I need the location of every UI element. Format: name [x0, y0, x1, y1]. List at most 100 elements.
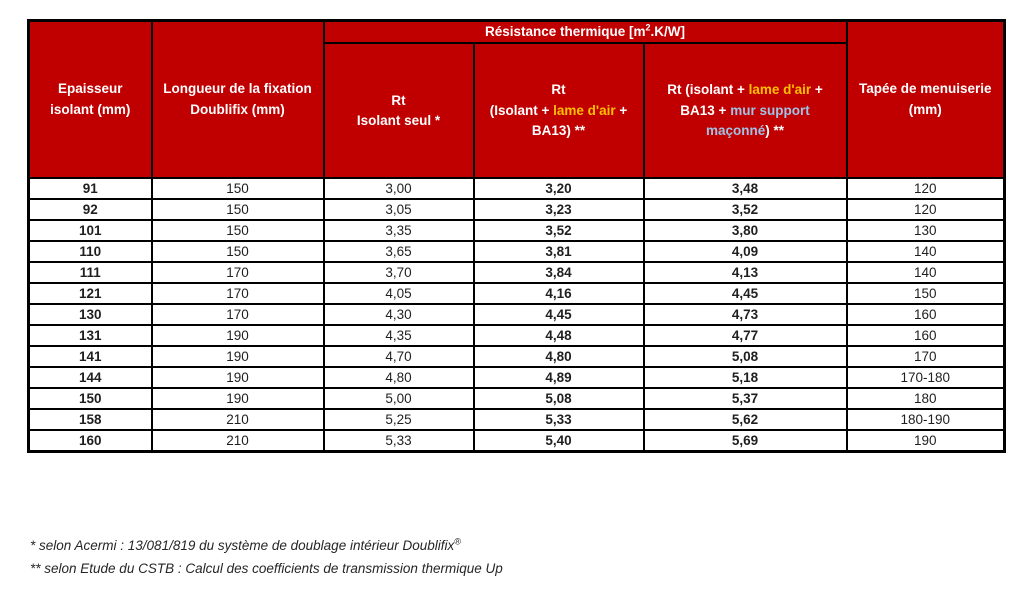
col-header-longueur-fixation: Longueur de la fixation Doublifix (mm)	[150, 19, 325, 180]
cell-rt-isolant-seul: 4,80	[322, 366, 475, 390]
col-header-rt-mur-maconne: Rt (isolant + lame d'air + BA13 + mur su…	[642, 42, 848, 180]
resistance-header-superscript: 2	[645, 22, 651, 33]
cell-rt-isolant-lame-ba13: 5,40	[472, 429, 645, 453]
table-row: 150 190 5,00 5,08 5,37 180	[27, 387, 1006, 411]
footnotes: * selon Acermi : 13/081/819 du système d…	[30, 536, 503, 584]
header-text-white: Rt (isolant +	[667, 82, 749, 98]
cell-epaisseur-isolant: 160	[27, 429, 153, 453]
table-row: 111 170 3,70 3,84 4,13 140	[27, 261, 1006, 285]
resistance-header-text: Résistance thermique [m	[484, 24, 646, 39]
cell-rt-isolant-seul: 3,05	[322, 198, 475, 222]
registered-trademark-symbol: ®	[454, 536, 461, 547]
cell-epaisseur-isolant: 144	[27, 366, 153, 390]
cell-rt-isolant-lame-ba13: 5,08	[472, 387, 645, 411]
header-text-white: (Isolant +	[489, 102, 554, 118]
thermal-resistance-table: Epaisseur isolant (mm) Longueur de la fi…	[27, 19, 1007, 453]
header-text-white: ) **	[765, 122, 785, 138]
cell-rt-isolant-seul: 3,00	[322, 177, 475, 201]
cell-rt-isolant-lame-ba13: 3,81	[472, 240, 645, 264]
cell-rt-mur-maconne: 3,80	[642, 219, 848, 243]
cell-longueur-fixation: 210	[150, 429, 325, 453]
cell-longueur-fixation: 150	[150, 240, 325, 264]
cell-epaisseur-isolant: 131	[27, 324, 153, 348]
col-header-epaisseur-isolant: Epaisseur isolant (mm)	[27, 19, 153, 180]
cell-rt-isolant-seul: 3,70	[322, 261, 475, 285]
cell-rt-mur-maconne: 5,37	[642, 387, 848, 411]
cell-rt-isolant-lame-ba13: 3,23	[472, 198, 645, 222]
table-row: 92 150 3,05 3,23 3,52 120	[27, 198, 1006, 222]
table-row: 121 170 4,05 4,16 4,45 150	[27, 282, 1006, 306]
footnote-text: * selon Acermi : 13/081/819 du système d…	[30, 538, 455, 553]
footnote-text: ** selon Etude du CSTB : Calcul des coef…	[30, 560, 503, 576]
cell-epaisseur-isolant: 141	[27, 345, 153, 369]
header-line: Rt (isolant + lame d'air +	[647, 80, 844, 100]
table-row: 144 190 4,80 4,89 5,18 170-180	[27, 366, 1006, 390]
table-row: 110 150 3,65 3,81 4,09 140	[27, 240, 1006, 264]
cell-longueur-fixation: 190	[150, 324, 325, 348]
resistance-header-text: .K/W]	[650, 24, 686, 39]
header-line: Longueur de la fixation	[163, 81, 312, 97]
header-text-orange: lame d'air	[553, 102, 616, 118]
header-text-white: +	[811, 82, 823, 98]
cell-longueur-fixation: 170	[150, 261, 325, 285]
footnote-cstb: ** selon Etude du CSTB : Calcul des coef…	[30, 561, 503, 578]
header-text-blue: mur support	[730, 102, 810, 118]
cell-longueur-fixation: 150	[150, 198, 325, 222]
cell-rt-isolant-lame-ba13: 4,89	[472, 366, 645, 390]
table-body: 91 150 3,00 3,20 3,48 120 92 150 3,05 3,…	[27, 177, 1006, 453]
col-header-tapee-menuiserie: Tapée de menuiserie (mm)	[845, 19, 1006, 180]
cell-longueur-fixation: 170	[150, 303, 325, 327]
cell-rt-isolant-seul: 5,25	[322, 408, 475, 432]
cell-rt-mur-maconne: 5,08	[642, 345, 848, 369]
cell-rt-isolant-lame-ba13: 4,16	[472, 282, 645, 306]
cell-epaisseur-isolant: 92	[27, 198, 153, 222]
cell-rt-isolant-seul: 4,30	[322, 303, 475, 327]
cell-tapee-menuiserie: 120	[845, 198, 1006, 222]
header-line: (Isolant + lame d'air +	[477, 101, 641, 121]
header-line: BA13 + mur support	[647, 101, 844, 121]
footnote-acermi: * selon Acermi : 13/081/819 du système d…	[30, 536, 503, 555]
cell-rt-mur-maconne: 4,09	[642, 240, 848, 264]
cell-rt-isolant-seul: 5,00	[322, 387, 475, 411]
table-row: 141 190 4,70 4,80 5,08 170	[27, 345, 1006, 369]
cell-epaisseur-isolant: 150	[27, 387, 153, 411]
cell-rt-mur-maconne: 5,18	[642, 366, 848, 390]
cell-tapee-menuiserie: 150	[845, 282, 1006, 306]
cell-rt-mur-maconne: 3,48	[642, 177, 848, 201]
header-row-top: Epaisseur isolant (mm) Longueur de la fi…	[27, 19, 1006, 180]
header-text-white: BA13 +	[680, 102, 731, 118]
col-header-rt-isolant-lame-ba13: Rt (Isolant + lame d'air + BA13) **	[472, 42, 645, 180]
cell-epaisseur-isolant: 91	[27, 177, 153, 201]
cell-rt-isolant-lame-ba13: 3,84	[472, 261, 645, 285]
cell-rt-isolant-lame-ba13: 4,80	[472, 345, 645, 369]
cell-rt-mur-maconne: 3,52	[642, 198, 848, 222]
header-row-sub: Rt Isolant seul * Rt (Isolant + lame d'a…	[29, 42, 1005, 180]
cell-epaisseur-isolant: 158	[27, 408, 153, 432]
cell-rt-mur-maconne: 5,62	[642, 408, 848, 432]
cell-tapee-menuiserie: 180-190	[845, 408, 1006, 432]
header-line: Isolant seul *	[356, 112, 441, 128]
cell-tapee-menuiserie: 190	[845, 429, 1006, 453]
cell-rt-isolant-seul: 3,35	[322, 219, 475, 243]
table-row: 91 150 3,00 3,20 3,48 120	[27, 177, 1006, 201]
cell-rt-mur-maconne: 4,45	[642, 282, 848, 306]
cell-epaisseur-isolant: 130	[27, 303, 153, 327]
cell-tapee-menuiserie: 170	[845, 345, 1006, 369]
table-row: 101 150 3,35 3,52 3,80 130	[27, 219, 1006, 243]
cell-rt-isolant-seul: 4,35	[322, 324, 475, 348]
cell-rt-mur-maconne: 4,73	[642, 303, 848, 327]
cell-rt-isolant-seul: 4,05	[322, 282, 475, 306]
header-line: isolant (mm)	[50, 101, 131, 117]
col-header-rt-isolant-seul: Rt Isolant seul *	[322, 42, 475, 180]
cell-longueur-fixation: 150	[150, 177, 325, 201]
cell-longueur-fixation: 190	[150, 345, 325, 369]
header-line: maçonné) **	[647, 121, 844, 141]
header-text-white: +	[615, 102, 628, 118]
cell-longueur-fixation: 210	[150, 408, 325, 432]
header-line: Epaisseur	[57, 81, 123, 97]
cell-epaisseur-isolant: 111	[27, 261, 153, 285]
table-row: 130 170 4,30 4,45 4,73 160	[27, 303, 1006, 327]
header-line: Rt	[391, 92, 406, 108]
col-group-header-resistance-thermique: Résistance thermique [m2.K/W]	[322, 19, 848, 45]
